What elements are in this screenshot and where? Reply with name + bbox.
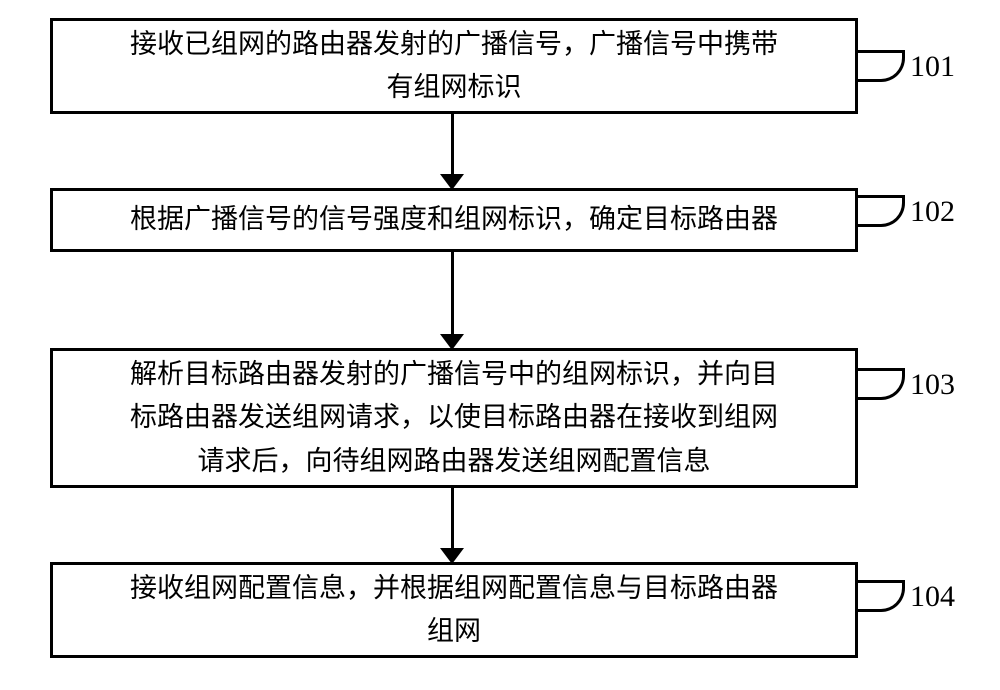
flow-label-3: 103 [910, 368, 955, 402]
flow-node-2: 根据广播信号的信号强度和组网标识，确定目标路由器 [50, 188, 858, 252]
flow-node-4-text: 接收组网配置信息，并根据组网配置信息与目标路由器 组网 [130, 567, 778, 653]
label-connector-2 [857, 195, 905, 227]
arrow-1-2 [451, 114, 454, 176]
flow-node-3: 解析目标路由器发射的广播信号中的组网标识，并向目 标路由器发送组网请求，以使目标… [50, 348, 858, 488]
flow-label-2: 102 [910, 195, 955, 229]
flow-node-3-text: 解析目标路由器发射的广播信号中的组网标识，并向目 标路由器发送组网请求，以使目标… [130, 353, 778, 483]
flow-node-4: 接收组网配置信息，并根据组网配置信息与目标路由器 组网 [50, 562, 858, 658]
flow-node-2-text: 根据广播信号的信号强度和组网标识，确定目标路由器 [130, 198, 778, 241]
label-connector-4 [857, 580, 905, 612]
arrow-3-4 [451, 488, 454, 550]
label-connector-3 [857, 368, 905, 400]
flowchart-canvas: 接收已组网的路由器发射的广播信号，广播信号中携带 有组网标识 101 根据广播信… [0, 0, 1000, 690]
arrow-2-3 [451, 252, 454, 336]
flow-node-1: 接收已组网的路由器发射的广播信号，广播信号中携带 有组网标识 [50, 18, 858, 114]
flow-label-4: 104 [910, 580, 955, 614]
flow-label-1: 101 [910, 50, 955, 84]
flow-node-1-text: 接收已组网的路由器发射的广播信号，广播信号中携带 有组网标识 [130, 23, 778, 109]
label-connector-1 [857, 50, 905, 82]
